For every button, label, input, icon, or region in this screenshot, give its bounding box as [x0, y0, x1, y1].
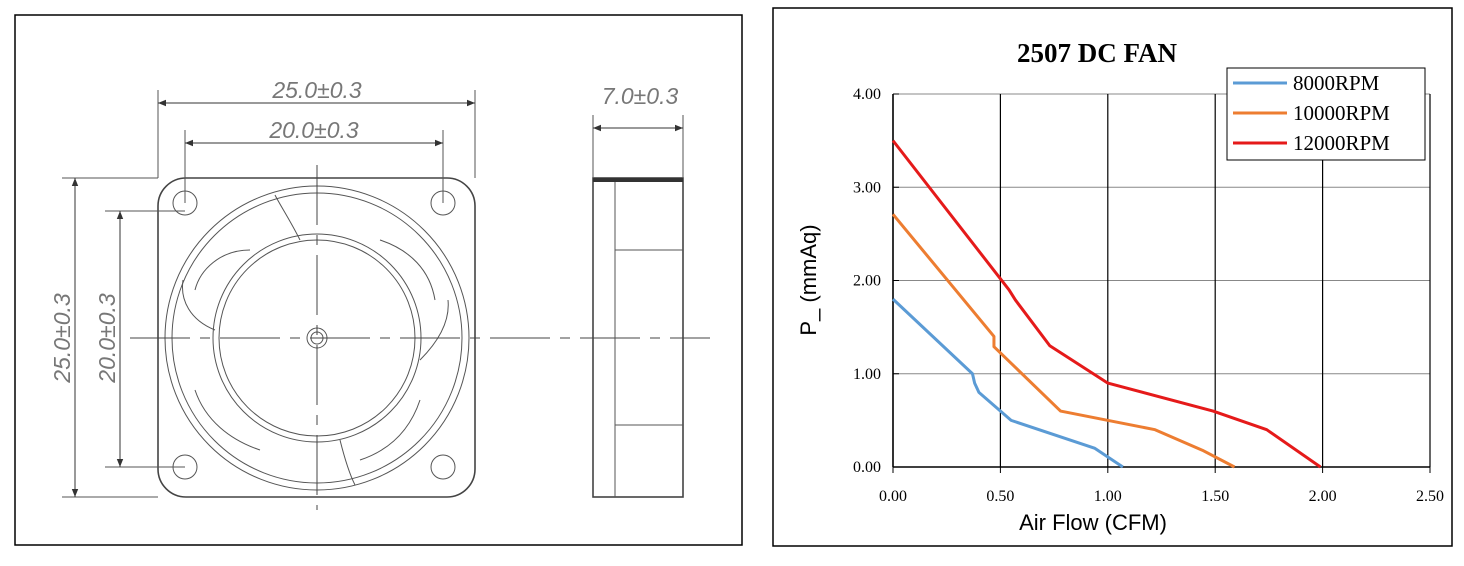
dimensions: 25.0±0.3 20.0±0.3 7.0±0.3 25.0±0.3 20.0±…	[49, 77, 684, 498]
x-axis-label: Air Flow (CFM)	[1019, 510, 1167, 535]
dimension-label: 25.0±0.3	[49, 293, 75, 384]
fan-front	[130, 165, 710, 510]
dimension-label: 20.0±0.3	[94, 293, 120, 384]
series-line	[891, 139, 1322, 469]
dimension-label: 20.0±0.3	[268, 117, 359, 143]
panel-border	[14, 14, 743, 546]
chart-panel: 2507 DC FAN Air Flow (CFM) P_ (mmAq) 0.0…	[772, 7, 1453, 547]
x-tick-label: 0.50	[986, 488, 1014, 505]
y-axis-label: P_ (mmAq)	[796, 224, 821, 335]
fan-side	[592, 177, 684, 498]
series-line	[891, 213, 1236, 469]
x-tick-label: 2.50	[1416, 488, 1444, 505]
y-tick-label: 4.00	[853, 86, 881, 103]
legend-label: 10000RPM	[1293, 101, 1390, 125]
drawing-panel: 25.0±0.3 20.0±0.3 7.0±0.3 25.0±0.3 20.0±…	[14, 14, 743, 546]
y-tick-label: 0.00	[853, 459, 881, 476]
y-tick-label: 1.00	[853, 366, 881, 383]
x-tick-label: 2.00	[1309, 488, 1337, 505]
y-tick-label: 3.00	[853, 179, 881, 196]
x-tick-label: 0.00	[879, 488, 907, 505]
chart-title: 2507 DC FAN	[1017, 38, 1177, 68]
x-tick-label: 1.50	[1201, 488, 1229, 505]
series-line	[891, 298, 1124, 469]
x-tick-label: 1.00	[1094, 488, 1122, 505]
panel-border	[772, 7, 1453, 547]
legend-label: 8000RPM	[1293, 71, 1380, 95]
y-tick-label: 2.00	[853, 273, 881, 290]
legend-label: 12000RPM	[1293, 131, 1390, 155]
dimension-label: 25.0±0.3	[271, 77, 362, 103]
dimension-label: 7.0±0.3	[602, 83, 679, 109]
